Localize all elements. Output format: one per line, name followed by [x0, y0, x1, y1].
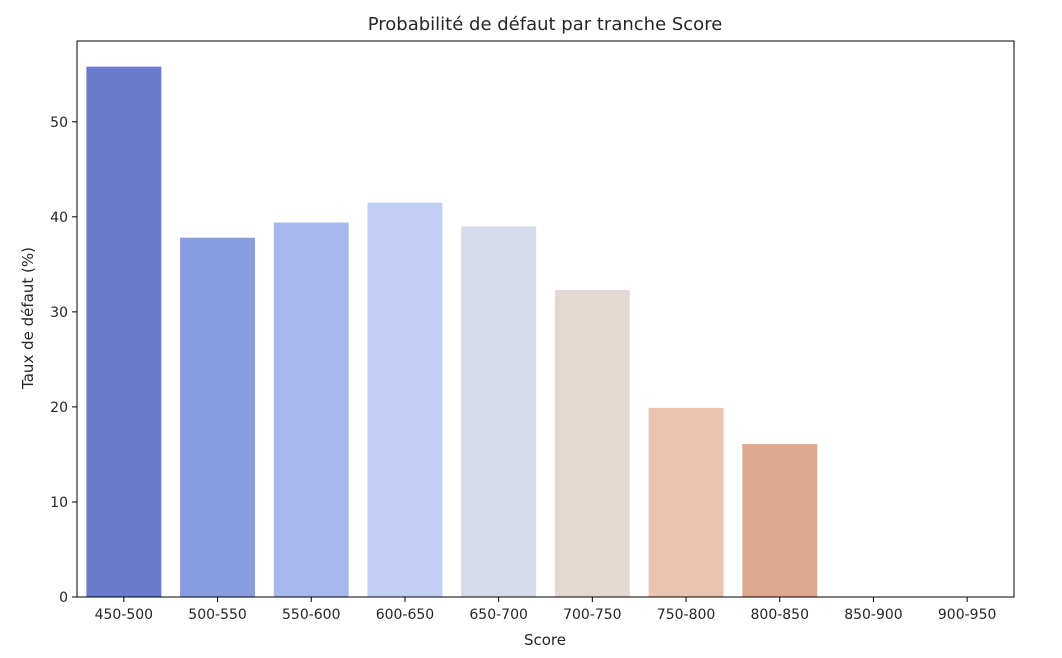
chart-title: Probabilité de défaut par tranche Score — [368, 14, 723, 35]
y-tick-label: 50 — [50, 115, 68, 131]
x-tick-label: 600-650 — [376, 607, 435, 623]
x-tick-label: 800-850 — [751, 607, 810, 623]
y-axis-label: Taux de défaut (%) — [19, 247, 37, 390]
x-tick-label: 500-550 — [188, 607, 247, 623]
bar-450-500 — [86, 66, 162, 597]
x-axis-label: Score — [524, 631, 566, 649]
x-tick-label: 700-750 — [563, 607, 622, 623]
bar-500-550 — [180, 237, 256, 597]
bar-750-800 — [648, 407, 724, 597]
plot-frame — [76, 40, 1015, 598]
x-tick-label: 650-700 — [469, 607, 528, 623]
bar-550-600 — [273, 222, 349, 598]
x-tick-label: 450-500 — [95, 607, 154, 623]
y-tick-label: 20 — [50, 400, 68, 416]
x-tick-label: 850-900 — [844, 607, 903, 623]
y-tick-label: 30 — [50, 305, 68, 321]
plot-area: 450-500 500-550 550-600 600-650 650-700 700-7… — [50, 40, 1015, 623]
y-tick-label: 10 — [50, 495, 68, 511]
y-tick-label: 0 — [59, 590, 68, 606]
y-tick-label: 40 — [50, 210, 68, 226]
x-tick-label: 900-950 — [938, 607, 997, 623]
x-tick-label: 550-600 — [282, 607, 341, 623]
bar-700-750 — [554, 290, 630, 597]
bar-650-700 — [461, 226, 537, 598]
x-tick-label: 750-800 — [657, 607, 716, 623]
bar-800-850 — [742, 443, 818, 597]
bar-600-650 — [367, 202, 443, 598]
